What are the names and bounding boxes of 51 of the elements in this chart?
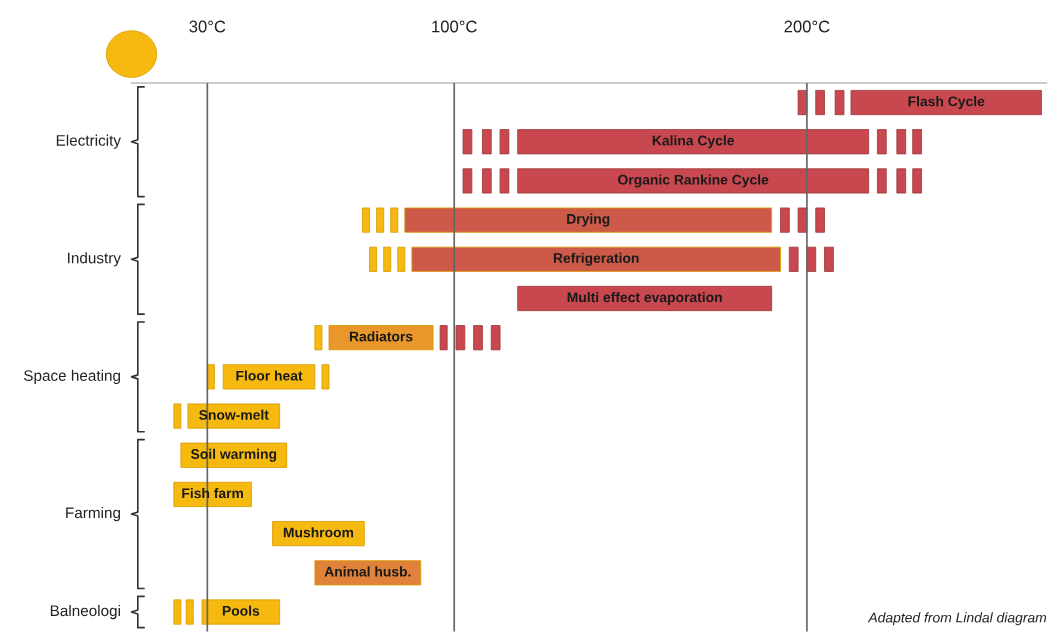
y-tick-label: Floor heat	[236, 370, 303, 381]
bar	[797, 207, 808, 233]
bar	[912, 129, 922, 155]
bar	[780, 207, 790, 233]
x-tick-label: 200°C	[784, 20, 830, 33]
y-tick-label: Flash Cycle	[908, 96, 985, 110]
text: Balneologi	[50, 604, 120, 620]
bar	[490, 325, 501, 351]
y-tick-label: Organic Rankine Cycle	[618, 174, 769, 188]
bar	[404, 207, 773, 233]
y-tick-label: Radiators	[349, 331, 413, 342]
bar	[788, 246, 799, 272]
bar	[517, 168, 870, 194]
bar	[824, 246, 834, 272]
bar	[411, 246, 781, 272]
text: Electricity	[56, 134, 121, 149]
y-tick-label: Multi effect evaporation	[567, 292, 722, 305]
bar	[877, 129, 887, 155]
x-tick-label: 30°C	[189, 20, 226, 33]
bar	[815, 207, 825, 233]
bar	[369, 246, 378, 272]
y-tick-label: Refrigeration	[553, 252, 639, 266]
bar	[185, 599, 194, 625]
bar	[362, 207, 370, 233]
y-tick-label: Drying	[567, 213, 610, 227]
bar	[206, 364, 215, 390]
bar	[173, 599, 182, 625]
y-tick-label: Animal husb.	[324, 566, 411, 577]
text: Industry	[68, 252, 121, 267]
x-tick-label: 100°C	[432, 20, 477, 33]
bar	[328, 325, 434, 351]
y-tick-label: Mushroom	[283, 527, 354, 538]
bar	[912, 168, 922, 194]
bar	[383, 246, 392, 272]
bar	[376, 207, 385, 233]
bar	[314, 560, 422, 586]
bar	[896, 129, 907, 155]
bar	[222, 364, 316, 390]
bar	[173, 403, 182, 429]
bar	[314, 325, 323, 351]
bar	[877, 168, 887, 194]
bar	[473, 325, 483, 351]
text: Farming	[66, 506, 120, 522]
y-tick-label: Pools	[222, 605, 260, 616]
bar	[850, 89, 1042, 116]
annotation: Adapted from Lindal diagram	[867, 612, 1047, 626]
text: Space heating	[23, 369, 120, 384]
bar	[896, 168, 907, 194]
bar	[455, 325, 466, 351]
bar	[517, 129, 870, 155]
y-tick-label: Kalina Cycle	[652, 135, 734, 149]
